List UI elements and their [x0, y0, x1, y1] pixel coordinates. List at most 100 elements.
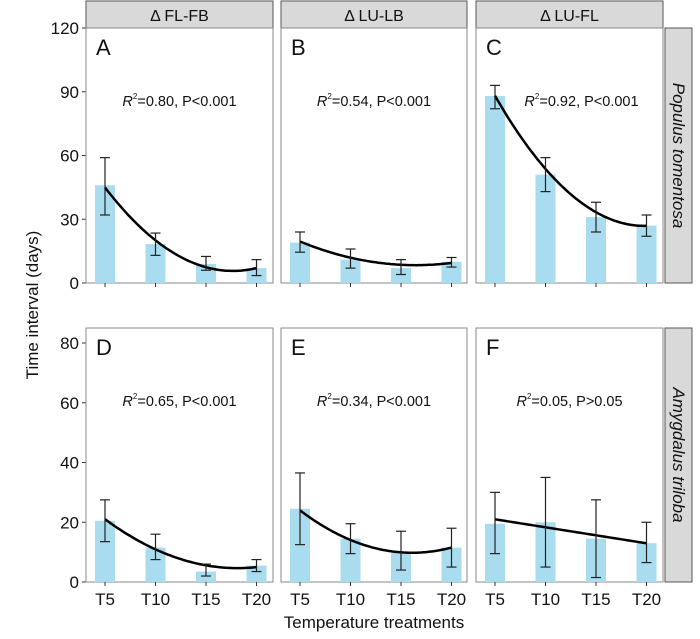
r-squared-value: 0.05: [540, 394, 568, 410]
superscript: 2: [535, 92, 540, 101]
x-tick-label: T5: [95, 590, 115, 609]
x-tick-label: T15: [386, 590, 415, 609]
bar: [586, 217, 606, 283]
panel-frame: [280, 327, 468, 583]
r-squared-value: 0.34: [340, 394, 368, 410]
r-squared-symbol: R: [317, 394, 328, 410]
fit-annotation: R2=0.92, P<0.001: [524, 92, 638, 110]
equals-sign: =: [137, 394, 145, 410]
equals-sign: =: [332, 94, 340, 110]
column-strip: [85, 0, 274, 29]
superscript: 2: [133, 392, 138, 401]
superscript: 2: [527, 392, 532, 401]
x-tick-label: T20: [242, 590, 271, 609]
separator: ,: [174, 94, 182, 110]
panel-label: C: [486, 35, 502, 60]
column-header: Δ FL-FB: [150, 8, 209, 25]
bar: [340, 259, 361, 283]
equals-sign: =: [332, 394, 340, 410]
panel-label: D: [96, 335, 112, 360]
y-tick-label: 40: [60, 454, 79, 473]
panel-frame: [475, 327, 664, 583]
superscript: 2: [327, 92, 332, 101]
x-axis-label: Temperature treatments: [284, 613, 464, 632]
r-squared-value: 0.92: [548, 94, 576, 110]
r-squared-symbol: R: [317, 94, 328, 110]
x-tick-label: T15: [191, 590, 220, 609]
bar: [145, 244, 166, 283]
fit-curve: [494, 518, 647, 545]
panel-E: T5 T10 T15 T20 E R2=0.34, P<0.001: [280, 327, 468, 609]
panel-B: B R2=0.54, P<0.001: [280, 27, 468, 287]
column-header: Δ LU-LB: [344, 8, 404, 25]
r-squared-value: 0.54: [340, 94, 368, 110]
row-strip: [664, 27, 693, 284]
separator: ,: [369, 94, 377, 110]
x-tick-label: T10: [336, 590, 365, 609]
y-tick-label: 0: [70, 274, 79, 293]
bar: [246, 565, 267, 582]
fit-annotation: R2=0.54, P<0.001: [317, 92, 431, 110]
panel-frame: [85, 327, 274, 583]
column-strip: [280, 0, 468, 29]
p-value: P<0.001: [584, 94, 638, 110]
panel-A: A R2=0.80, P<0.001: [85, 27, 274, 287]
column-header: Δ LU-FL: [540, 8, 599, 25]
fit-curve: [104, 518, 257, 570]
p-value: P<0.001: [182, 394, 236, 410]
x-tick-label: T5: [485, 590, 505, 609]
bar: [391, 268, 411, 283]
r-squared-symbol: R: [122, 394, 133, 410]
x-tick-label: T5: [290, 590, 310, 609]
x-tick-label: T15: [581, 590, 610, 609]
separator: ,: [174, 394, 182, 410]
separator: ,: [568, 394, 576, 410]
fit-curve: [299, 509, 452, 555]
bar: [95, 520, 115, 582]
fit-annotation: R2=0.80, P<0.001: [122, 92, 236, 110]
separator: ,: [576, 94, 584, 110]
fit-annotation: R2=0.34, P<0.001: [317, 392, 431, 410]
x-tick-label: T10: [141, 590, 170, 609]
superscript: 2: [327, 392, 332, 401]
superscript: 2: [133, 92, 138, 101]
panel-frame: [280, 27, 468, 284]
bar: [290, 508, 310, 582]
bar: [535, 174, 556, 283]
panel-F: T5 T10 T15 T20 F R2=0.05, P>0.05: [475, 327, 664, 609]
p-value: P<0.001: [182, 94, 236, 110]
bar: [145, 547, 166, 582]
equals-sign: =: [531, 394, 539, 410]
y-tick-label: 60: [60, 394, 79, 413]
r-squared-symbol: R: [122, 94, 133, 110]
p-value: P<0.001: [377, 394, 431, 410]
equals-sign: =: [539, 94, 547, 110]
panel-label: B: [291, 35, 306, 60]
fit-annotation: R2=0.65, P<0.001: [122, 392, 236, 410]
y-tick-label: 20: [60, 513, 79, 532]
p-value: P<0.001: [377, 94, 431, 110]
bar: [485, 96, 505, 283]
panel-label: E: [291, 335, 306, 360]
x-tick-label: T20: [437, 590, 466, 609]
bar: [95, 185, 115, 283]
r-squared-value: 0.65: [146, 394, 174, 410]
fit-curve: [493, 95, 647, 228]
y-tick-label: 0: [70, 573, 79, 592]
row-header: Populus tomentosa: [669, 83, 688, 229]
fit-curve: [104, 186, 257, 273]
panel-D: T5 T10 T15 T20 D R2=0.65, P<0.001: [85, 327, 274, 609]
p-value: P>0.05: [576, 394, 622, 410]
panel-frame: [85, 27, 274, 284]
x-tick-label: T10: [531, 590, 560, 609]
panel-C: C R2=0.92, P<0.001: [475, 27, 664, 287]
panel-frame: [475, 27, 664, 284]
y-tick-label: 90: [60, 83, 79, 102]
panel-label: F: [486, 335, 499, 360]
fit-curve: [299, 240, 452, 267]
y-tick-label: 80: [60, 334, 79, 353]
bar: [196, 571, 216, 582]
bar: [340, 538, 361, 582]
r-squared-symbol: R: [524, 94, 535, 110]
